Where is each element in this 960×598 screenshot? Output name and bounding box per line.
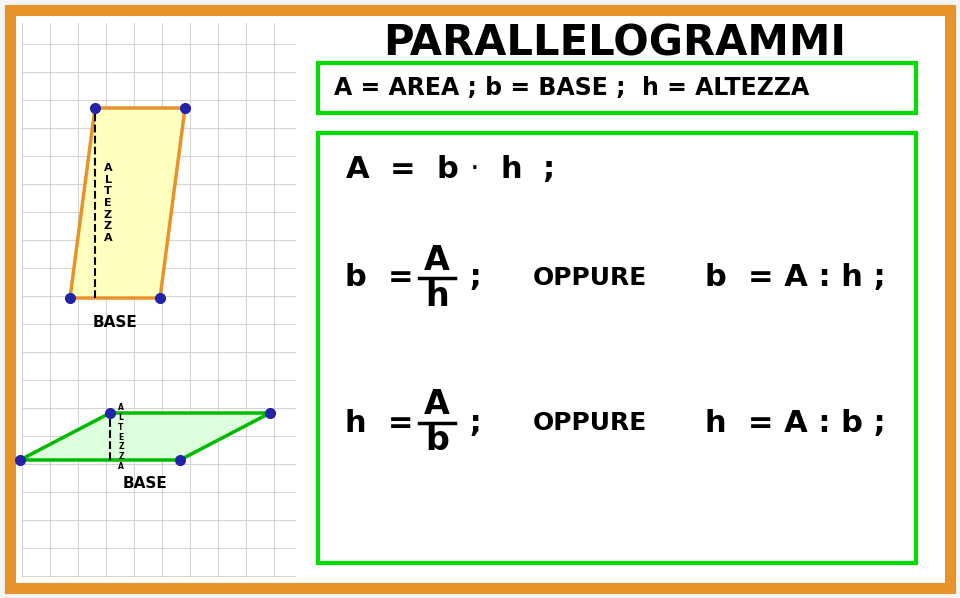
Text: BASE: BASE — [92, 315, 137, 330]
Text: b  = A : h ;: b = A : h ; — [705, 264, 886, 292]
Text: b: b — [425, 425, 449, 457]
Polygon shape — [20, 413, 270, 460]
FancyBboxPatch shape — [318, 133, 916, 563]
Text: ;: ; — [459, 264, 482, 292]
FancyBboxPatch shape — [10, 10, 950, 588]
Text: h  =: h = — [345, 408, 424, 438]
Text: A: A — [424, 389, 450, 422]
Text: h: h — [425, 279, 449, 313]
Text: A
L
T
E
Z
Z
A: A L T E Z Z A — [104, 163, 112, 243]
Text: ;: ; — [459, 408, 482, 438]
Text: b  =: b = — [345, 264, 424, 292]
Text: h  = A : b ;: h = A : b ; — [705, 408, 886, 438]
Text: A
L
T
E
Z
Z
A: A L T E Z Z A — [118, 404, 124, 471]
Text: A = AREA ; b = BASE ;  h = ALTEZZA: A = AREA ; b = BASE ; h = ALTEZZA — [334, 76, 809, 100]
FancyBboxPatch shape — [318, 63, 916, 113]
Text: A: A — [424, 243, 450, 276]
Polygon shape — [70, 108, 185, 298]
Text: PARALLELOGRAMMI: PARALLELOGRAMMI — [383, 22, 847, 64]
Text: OPPURE: OPPURE — [533, 411, 647, 435]
Text: BASE: BASE — [123, 476, 167, 491]
Text: OPPURE: OPPURE — [533, 266, 647, 290]
Text: A  =  b $\cdot$  h  ;: A = b $\cdot$ h ; — [345, 152, 554, 184]
